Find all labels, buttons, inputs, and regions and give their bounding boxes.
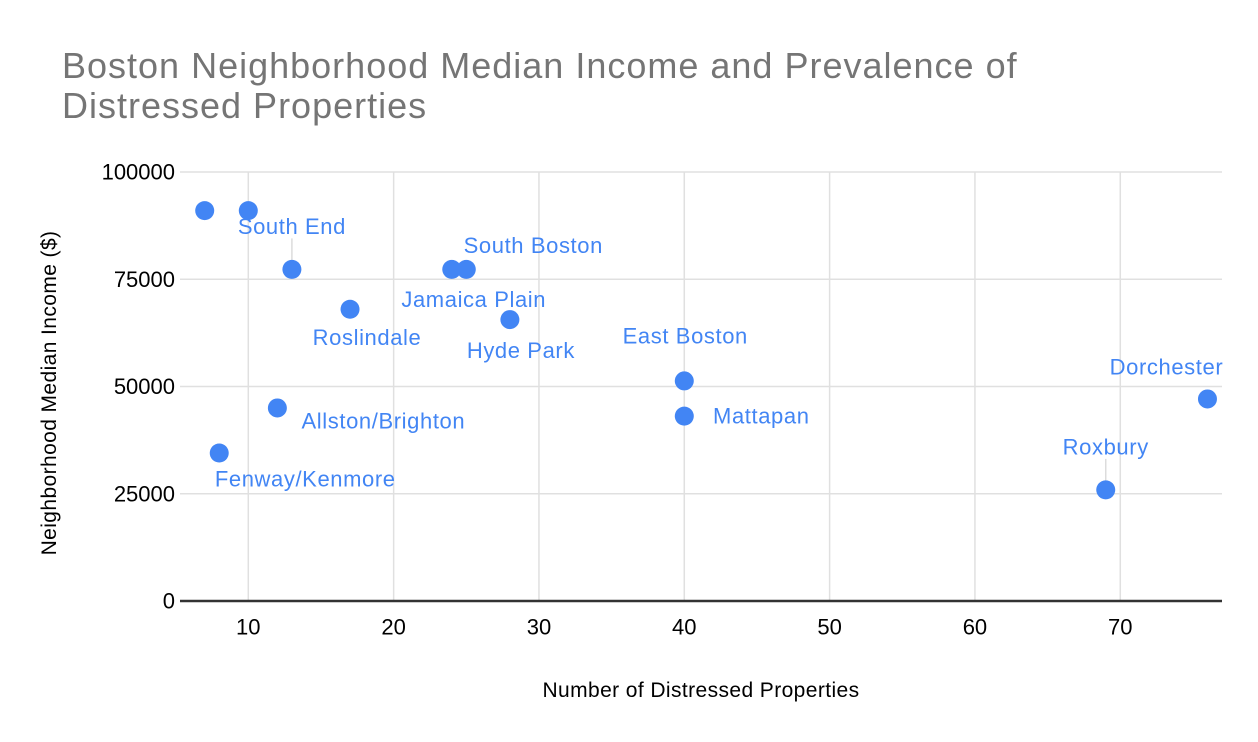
data-point[interactable] [209, 443, 229, 463]
data-point[interactable] [674, 406, 694, 426]
y-tick-label: 75000 [114, 267, 175, 292]
data-point[interactable] [267, 398, 287, 418]
data-point[interactable] [500, 310, 520, 330]
data-point-label: Mattapan [713, 404, 810, 429]
chart-title: Boston Neighborhood Median Income and Pr… [62, 45, 1018, 126]
data-point[interactable] [674, 371, 694, 391]
data-point-label: South End [238, 214, 346, 239]
data-point-label: East Boston [623, 323, 748, 348]
y-tick-label: 50000 [114, 374, 175, 399]
x-tick-label: 50 [817, 615, 841, 640]
x-axis-title: Number of Distressed Properties [542, 679, 860, 702]
x-tick-label: 20 [381, 615, 405, 640]
data-point-label: Jamaica Plain [401, 287, 546, 312]
y-tick-label: 0 [163, 589, 175, 614]
data-point[interactable] [195, 201, 215, 221]
x-tick-label: 30 [527, 615, 551, 640]
data-point[interactable] [340, 299, 360, 319]
data-point-label: Allston/Brighton [302, 408, 466, 433]
data-point[interactable] [282, 259, 302, 279]
x-tick-label: 10 [236, 615, 260, 640]
data-point-label: Fenway/Kenmore [215, 466, 396, 491]
y-tick-label: 100000 [102, 160, 175, 185]
data-point-label: South Boston [464, 233, 603, 258]
y-axis-title: Neighborhood Median Income ($) [38, 230, 61, 556]
y-tick-label: 25000 [114, 481, 175, 506]
data-point[interactable] [1197, 389, 1217, 409]
data-point[interactable] [456, 259, 476, 279]
x-tick-label: 70 [1108, 615, 1132, 640]
x-tick-label: 60 [963, 615, 987, 640]
data-point-label: Dorchester [1110, 354, 1224, 379]
data-point[interactable] [1096, 480, 1116, 500]
data-point[interactable] [238, 201, 258, 221]
data-point-label: Roslindale [313, 325, 422, 350]
x-tick-label: 40 [672, 615, 696, 640]
data-point-label: Roxbury [1063, 434, 1149, 459]
data-point[interactable] [442, 259, 462, 279]
data-point-label: Hyde Park [467, 338, 576, 363]
